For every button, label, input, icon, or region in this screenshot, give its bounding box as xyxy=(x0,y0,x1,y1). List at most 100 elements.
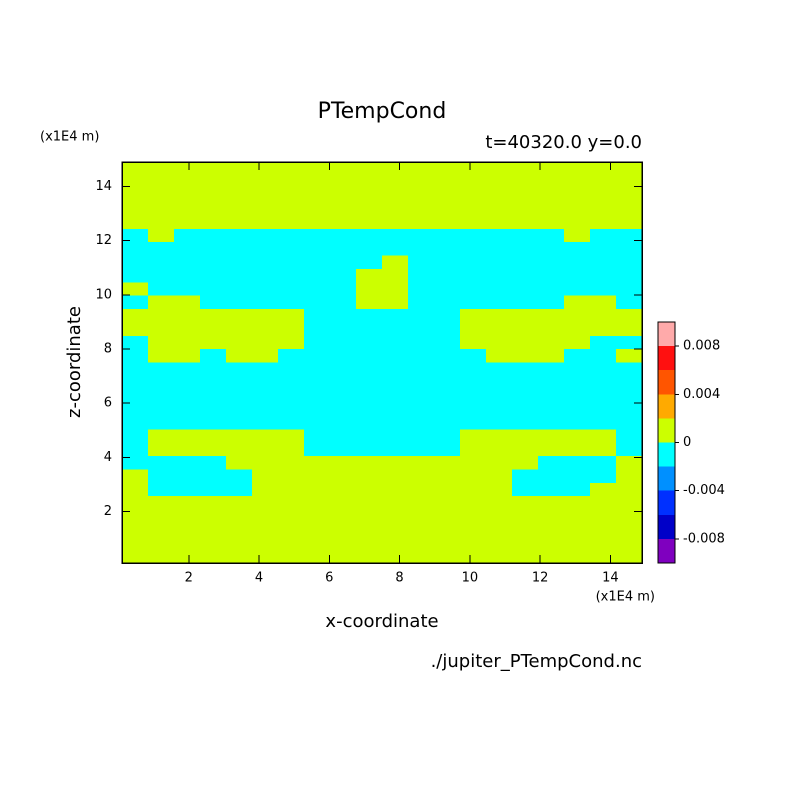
contour-cell xyxy=(512,215,539,230)
contour-cell xyxy=(590,469,617,484)
contour-cell xyxy=(252,295,279,310)
contour-cell xyxy=(382,255,409,270)
contour-cell xyxy=(382,429,409,444)
contour-cell xyxy=(564,536,591,551)
contour-cell xyxy=(252,415,279,430)
contour-cell xyxy=(512,429,539,444)
contour-cell xyxy=(304,496,331,511)
contour-cell xyxy=(434,389,461,404)
contour-cell xyxy=(304,442,331,457)
contour-cell xyxy=(434,522,461,537)
contour-cell xyxy=(200,309,227,323)
contour-cell xyxy=(408,456,435,471)
contour-cell xyxy=(486,215,513,230)
contour-cell xyxy=(148,429,175,444)
contour-cell xyxy=(148,415,175,430)
contour-cell xyxy=(330,389,357,404)
contour-cell xyxy=(356,268,383,283)
colorbar-box xyxy=(658,346,675,371)
contour-cell xyxy=(200,175,227,190)
contour-cell xyxy=(512,469,539,484)
x-tick-label: 4 xyxy=(255,571,263,586)
contour-cell xyxy=(382,482,409,497)
contour-cell xyxy=(434,349,461,364)
contour-cell xyxy=(434,335,461,350)
contour-cell xyxy=(382,322,409,337)
contour-cell xyxy=(278,549,305,564)
contour-cell xyxy=(122,242,149,257)
contour-cell xyxy=(278,175,305,190)
contour-cell xyxy=(148,255,175,270)
contour-cell xyxy=(174,228,201,243)
contour-cell xyxy=(538,162,565,176)
contour-cell xyxy=(148,389,175,404)
x-axis-label: x-coordinate xyxy=(325,611,438,632)
y-tick-label: 2 xyxy=(104,504,112,519)
contour-cell xyxy=(226,522,253,537)
contour-cell xyxy=(408,549,435,564)
contour-cell xyxy=(538,242,565,257)
contour-cell xyxy=(356,375,383,390)
contour-cell xyxy=(252,188,279,203)
contour-cell xyxy=(200,442,227,457)
contour-cell xyxy=(278,482,305,497)
contour-cell xyxy=(460,429,487,444)
contour-cell xyxy=(512,162,539,176)
y-tick-label: 6 xyxy=(104,396,112,411)
contour-cell xyxy=(252,442,279,457)
contour-cell xyxy=(590,162,617,176)
contour-cell xyxy=(486,255,513,270)
contour-cell xyxy=(226,456,253,471)
contour-cell xyxy=(252,215,279,230)
contour-cell xyxy=(200,295,227,310)
contour-cell xyxy=(356,242,383,257)
contour-cell xyxy=(252,362,279,377)
contour-cell xyxy=(200,536,227,551)
contour-cell xyxy=(330,469,357,484)
contour-cell xyxy=(330,456,357,471)
contour-cell xyxy=(434,469,461,484)
contour-cell xyxy=(486,389,513,404)
contour-cell xyxy=(330,509,357,524)
contour-cell xyxy=(174,162,201,176)
contour-cell xyxy=(538,188,565,203)
x-tick-label: 14 xyxy=(602,571,619,586)
contour-cell xyxy=(382,282,409,297)
contour-cell xyxy=(356,429,383,444)
contour-cell xyxy=(174,536,201,551)
contour-cell xyxy=(538,362,565,377)
contour-cell xyxy=(512,522,539,537)
contour-cell xyxy=(382,335,409,350)
contour-cell xyxy=(226,335,253,350)
contour-cell xyxy=(252,335,279,350)
contour-cell xyxy=(304,429,331,444)
contour-cell xyxy=(122,349,149,364)
contour-cell xyxy=(122,215,149,230)
plot-frame xyxy=(121,161,643,564)
contour-cell xyxy=(226,202,253,217)
contour-cell xyxy=(174,202,201,217)
contour-cell xyxy=(356,349,383,364)
contour-cell xyxy=(226,255,253,270)
contour-cell xyxy=(512,496,539,511)
contour-cell xyxy=(434,402,461,417)
contour-cell xyxy=(564,415,591,430)
contour-cell xyxy=(330,215,357,230)
contour-cell xyxy=(382,349,409,364)
contour-cell xyxy=(408,389,435,404)
contour-cell xyxy=(330,375,357,390)
contour-cell xyxy=(148,309,175,323)
contour-cell xyxy=(356,295,383,310)
contour-cell xyxy=(538,202,565,217)
contour-cell xyxy=(538,549,565,564)
contour-cell xyxy=(408,175,435,190)
contour-cell xyxy=(122,509,149,524)
contour-cell xyxy=(304,322,331,337)
contour-cell xyxy=(616,349,643,364)
contour-cell xyxy=(356,162,383,176)
contour-cell xyxy=(590,268,617,283)
contour-cell xyxy=(226,549,253,564)
contour-cell xyxy=(460,496,487,511)
contour-cell xyxy=(356,456,383,471)
